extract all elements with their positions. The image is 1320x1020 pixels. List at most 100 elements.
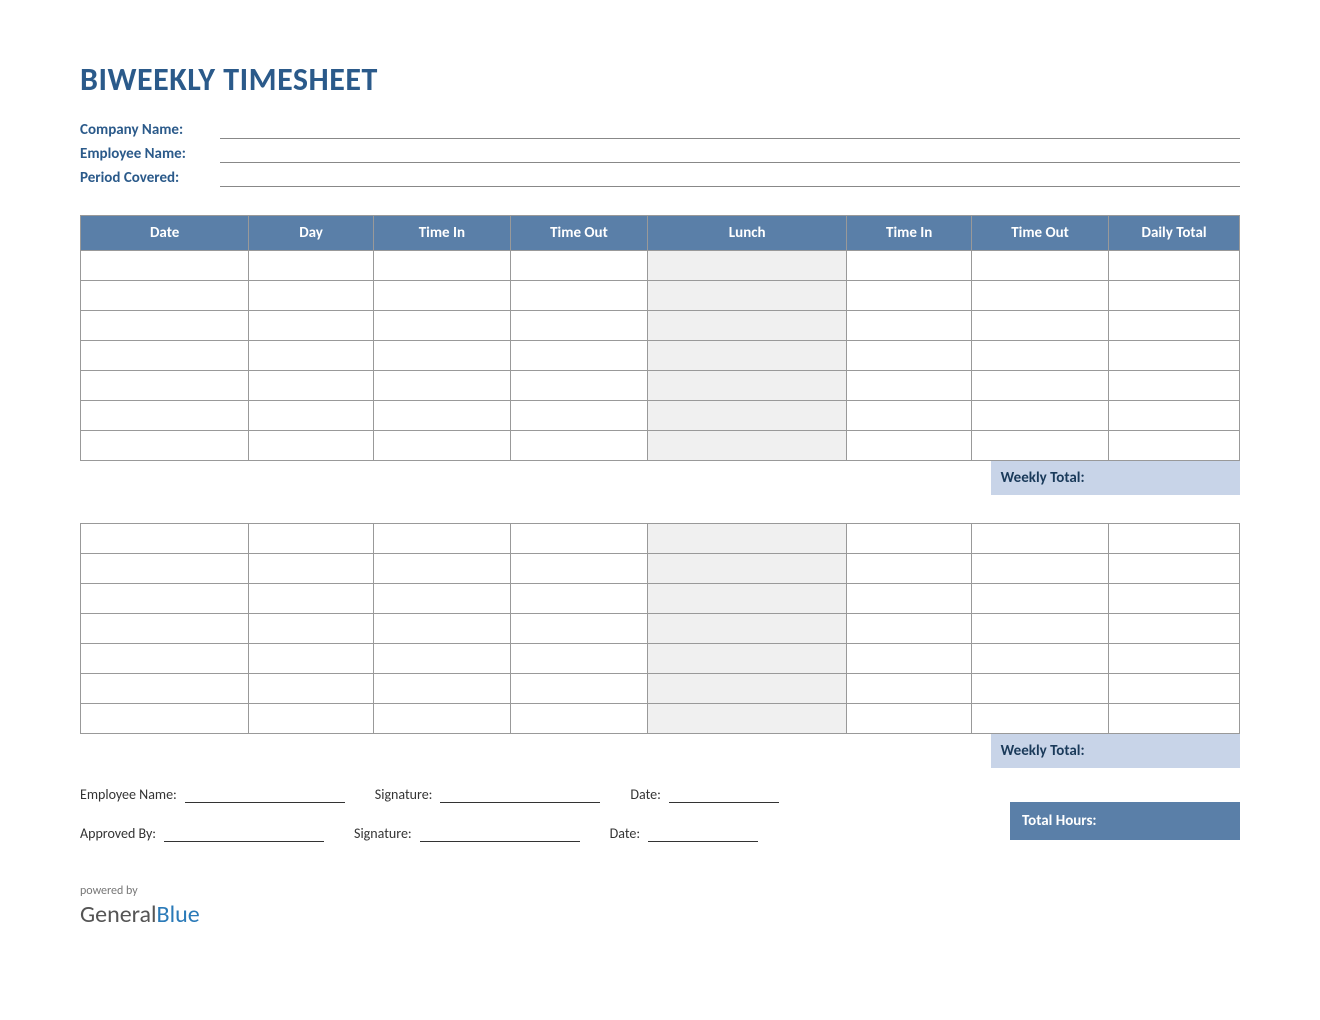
table-cell[interactable] [510,674,647,704]
table-cell[interactable] [648,371,847,401]
table-cell[interactable] [373,704,510,734]
sig-employee-line[interactable] [185,787,345,803]
table-cell[interactable] [373,431,510,461]
table-cell[interactable] [847,341,972,371]
table-cell[interactable] [373,281,510,311]
table-cell[interactable] [972,524,1109,554]
table-cell[interactable] [373,401,510,431]
table-cell[interactable] [510,554,647,584]
table-cell[interactable] [373,341,510,371]
table-cell[interactable] [972,584,1109,614]
table-cell[interactable] [510,524,647,554]
table-cell[interactable] [81,371,249,401]
table-cell[interactable] [373,584,510,614]
table-cell[interactable] [249,674,374,704]
table-cell[interactable] [847,584,972,614]
table-cell[interactable] [249,311,374,341]
table-cell[interactable] [249,281,374,311]
table-cell[interactable] [972,401,1109,431]
table-cell[interactable] [373,311,510,341]
table-cell[interactable] [1109,614,1240,644]
table-cell[interactable] [1109,251,1240,281]
table-cell[interactable] [847,371,972,401]
table-cell[interactable] [648,431,847,461]
table-cell[interactable] [648,674,847,704]
table-cell[interactable] [249,524,374,554]
table-cell[interactable] [1109,371,1240,401]
table-cell[interactable] [373,554,510,584]
table-cell[interactable] [249,341,374,371]
table-cell[interactable] [510,341,647,371]
table-cell[interactable] [81,584,249,614]
table-cell[interactable] [249,371,374,401]
table-cell[interactable] [648,704,847,734]
table-cell[interactable] [972,251,1109,281]
sig-approved-line[interactable] [164,826,324,842]
table-cell[interactable] [847,674,972,704]
table-cell[interactable] [510,311,647,341]
table-cell[interactable] [972,341,1109,371]
table-cell[interactable] [1109,584,1240,614]
table-cell[interactable] [648,401,847,431]
table-cell[interactable] [249,704,374,734]
table-cell[interactable] [510,431,647,461]
table-cell[interactable] [81,431,249,461]
table-cell[interactable] [648,554,847,584]
table-cell[interactable] [847,281,972,311]
table-cell[interactable] [510,251,647,281]
table-cell[interactable] [972,674,1109,704]
table-cell[interactable] [847,251,972,281]
table-cell[interactable] [847,644,972,674]
table-cell[interactable] [373,371,510,401]
sig-signature-line-1[interactable] [440,787,600,803]
company-input-line[interactable] [220,121,1240,139]
table-cell[interactable] [648,584,847,614]
table-cell[interactable] [972,644,1109,674]
table-cell[interactable] [373,674,510,704]
sig-signature-line-2[interactable] [420,826,580,842]
table-cell[interactable] [81,644,249,674]
table-cell[interactable] [510,704,647,734]
table-cell[interactable] [510,614,647,644]
table-cell[interactable] [81,524,249,554]
table-cell[interactable] [249,554,374,584]
table-cell[interactable] [972,431,1109,461]
table-cell[interactable] [1109,311,1240,341]
table-cell[interactable] [1109,401,1240,431]
table-cell[interactable] [972,554,1109,584]
table-cell[interactable] [249,431,374,461]
table-cell[interactable] [847,704,972,734]
table-cell[interactable] [1109,341,1240,371]
table-cell[interactable] [81,251,249,281]
table-cell[interactable] [972,371,1109,401]
table-cell[interactable] [510,644,647,674]
table-cell[interactable] [373,644,510,674]
table-cell[interactable] [510,371,647,401]
table-cell[interactable] [249,401,374,431]
table-cell[interactable] [1109,431,1240,461]
table-cell[interactable] [81,614,249,644]
table-cell[interactable] [648,524,847,554]
table-cell[interactable] [1109,704,1240,734]
table-cell[interactable] [648,281,847,311]
table-cell[interactable] [1109,674,1240,704]
table-cell[interactable] [847,311,972,341]
table-cell[interactable] [972,281,1109,311]
table-cell[interactable] [249,644,374,674]
sig-date-line-1[interactable] [669,787,779,803]
table-cell[interactable] [1109,644,1240,674]
table-cell[interactable] [648,251,847,281]
table-cell[interactable] [648,311,847,341]
period-input-line[interactable] [220,169,1240,187]
table-cell[interactable] [510,281,647,311]
table-cell[interactable] [847,431,972,461]
table-cell[interactable] [81,341,249,371]
table-cell[interactable] [847,524,972,554]
table-cell[interactable] [847,401,972,431]
table-cell[interactable] [81,554,249,584]
table-cell[interactable] [648,341,847,371]
table-cell[interactable] [81,674,249,704]
table-cell[interactable] [373,524,510,554]
table-cell[interactable] [1109,554,1240,584]
table-cell[interactable] [972,704,1109,734]
